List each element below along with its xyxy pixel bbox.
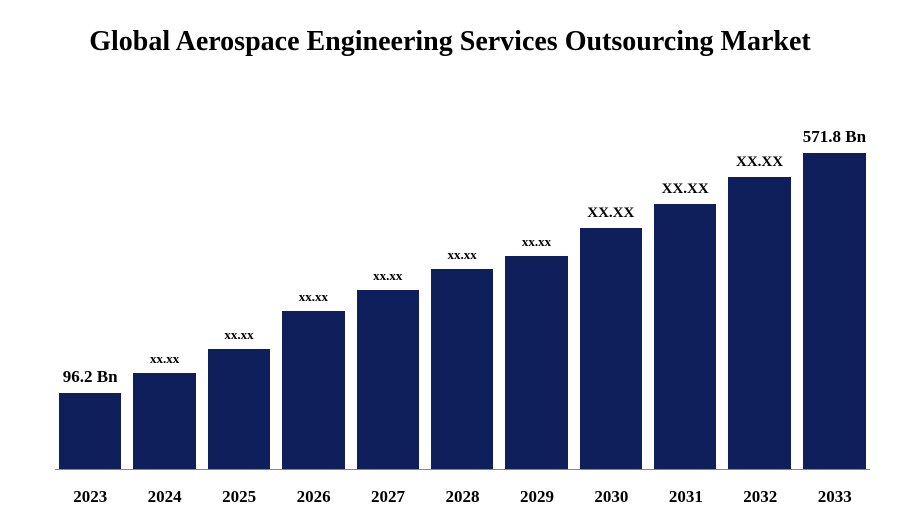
bar-value-label: xx.xx [373,268,402,284]
bar [282,311,344,469]
bar-wrap: xx.xx [431,125,493,469]
bar-wrap: 571.8 Bn [803,125,866,469]
x-axis-labels: 2023 2024 2025 2026 2027 2028 2029 2030 2031 2032… [55,487,870,507]
bar-value-label: 96.2 Bn [63,367,118,387]
bar-wrap: xx.xx [282,125,344,469]
bar-wrap: 96.2 Bn [59,125,121,469]
bar-value-label: xx.xx [299,289,328,305]
x-axis-label: 2028 [431,487,493,507]
chart-area: 96.2 Bn xx.xx xx.xx xx.xx xx.xx xx.xx xx.xx XX.… [55,125,870,470]
x-axis-label: 2023 [59,487,121,507]
x-axis-label: 2031 [655,487,717,507]
x-axis-label: 2032 [729,487,791,507]
bar-wrap: XX.XX [654,125,716,469]
x-axis-label: 2024 [133,487,195,507]
bar [803,153,866,469]
chart-title: Global Aerospace Engineering Services Ou… [0,0,900,59]
bar [728,177,790,469]
bar [431,269,493,469]
bar-value-label: xx.xx [150,351,179,367]
bar-value-label: XX.XX [736,154,783,171]
bar-value-label: XX.XX [662,181,709,198]
bar-value-label: XX.XX [587,205,634,222]
bar-value-label: xx.xx [447,247,476,263]
bar [357,290,419,469]
bar-wrap: xx.xx [357,125,419,469]
bar [580,228,642,469]
bar-wrap: xx.xx [505,125,567,469]
bar [208,349,270,469]
bar [59,393,121,469]
x-axis-label: 2027 [357,487,419,507]
bar [654,204,716,469]
bar-value-label: xx.xx [224,327,253,343]
bar-wrap: XX.XX [580,125,642,469]
bar-wrap: xx.xx [208,125,270,469]
x-axis-label: 2033 [804,487,866,507]
bar-value-label: 571.8 Bn [803,127,866,147]
bar-value-label: xx.xx [522,234,551,250]
x-axis-label: 2026 [282,487,344,507]
bar-wrap: xx.xx [133,125,195,469]
bar-wrap: XX.XX [728,125,790,469]
bars-container: 96.2 Bn xx.xx xx.xx xx.xx xx.xx xx.xx xx.xx XX.… [55,125,870,470]
x-axis-label: 2025 [208,487,270,507]
x-axis-label: 2030 [580,487,642,507]
bar [133,373,195,469]
x-axis-label: 2029 [506,487,568,507]
bar [505,256,567,469]
